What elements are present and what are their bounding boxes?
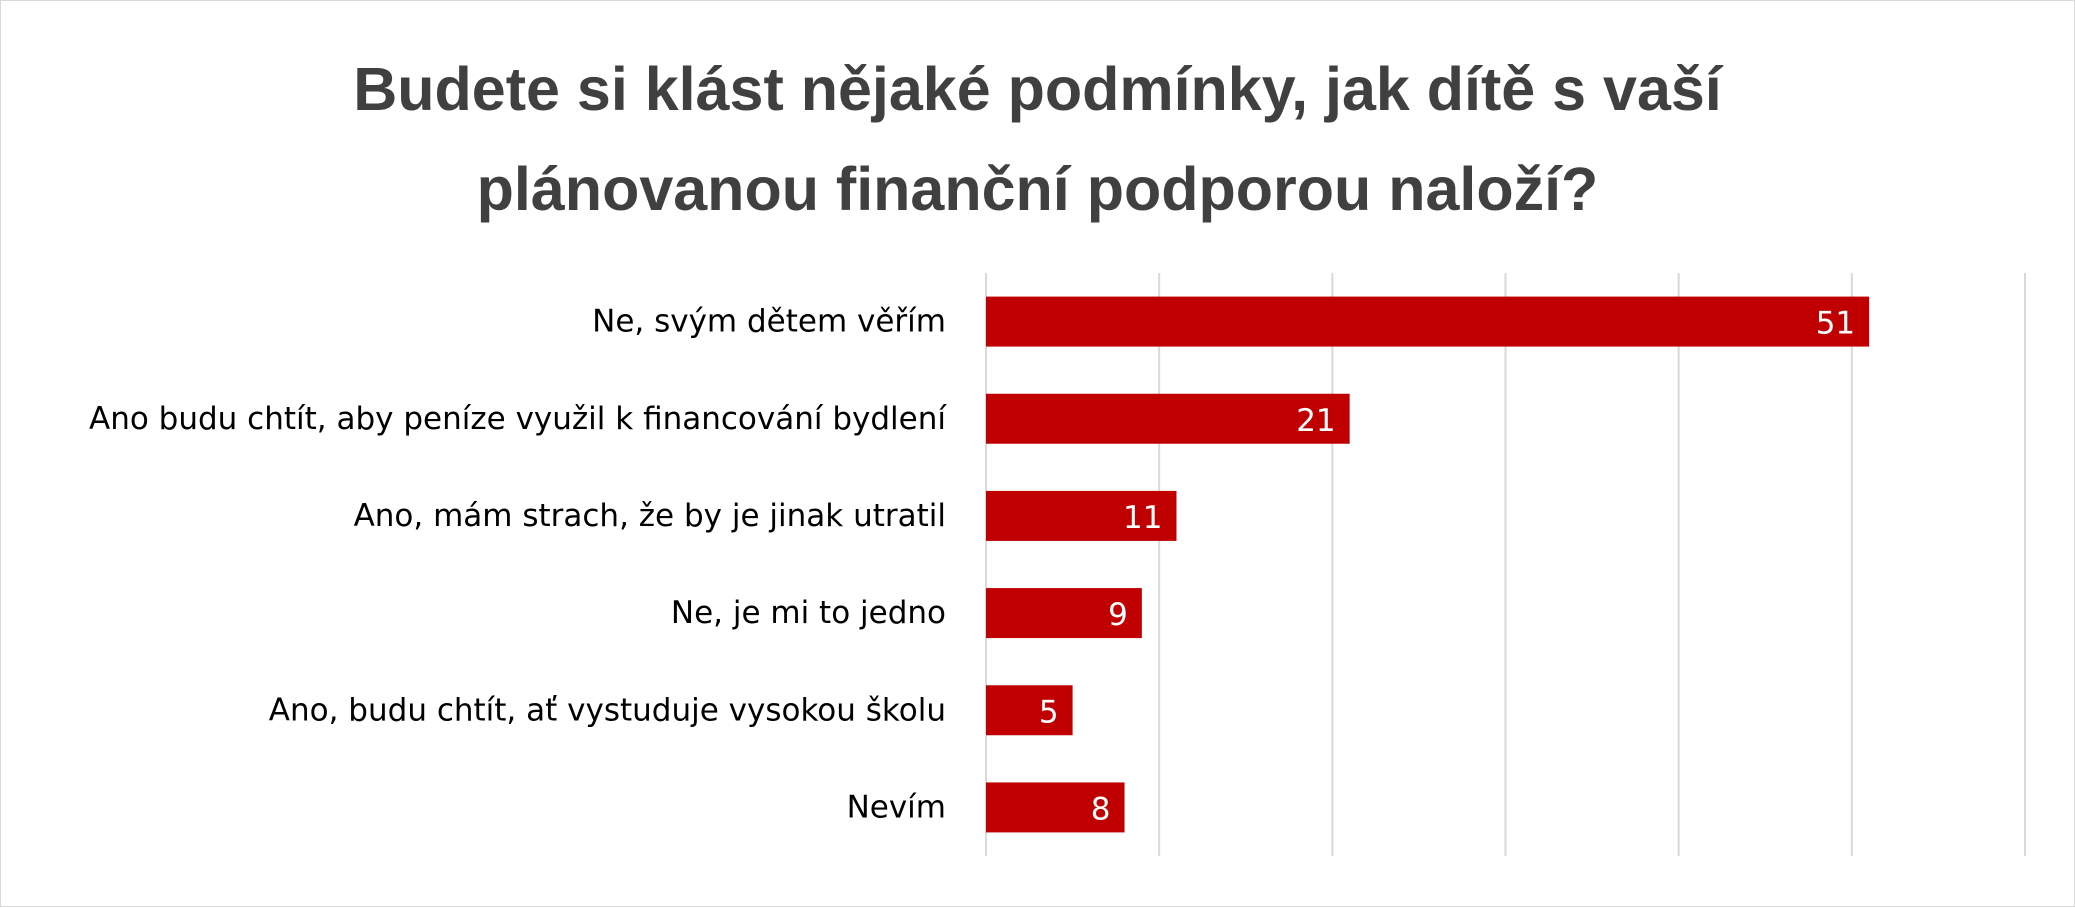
data-label: 11 [1123,500,1162,536]
data-labels: 51 21 11 9 5 8 [1039,306,1855,828]
data-label: 5 [1039,694,1059,730]
category-label: Ano budu chtít, aby peníze využil k fina… [89,401,947,437]
chart-title: Budete si klást nějaké podmínky, jak dít… [1,39,2074,239]
data-label: 9 [1108,597,1128,633]
bar [986,685,1073,736]
chart-title-line-1: Budete si klást nějaké podmínky, jak dít… [353,55,1722,123]
category-label: Ano, mám strach, že by je jinak utratil [354,498,946,534]
bar [986,588,1142,639]
data-label: 21 [1296,403,1335,439]
bars [986,296,1870,833]
bar [986,490,1177,541]
chart-title-line-2: plánovanou finanční podporou naloží? [476,155,1599,223]
bar [986,393,1350,444]
category-label: Ne, svým dětem věřím [592,304,946,340]
data-label: 51 [1816,306,1855,342]
data-label: 8 [1091,791,1111,827]
category-label: Ne, je mi to jedno [671,595,946,631]
category-labels: Ne, svým dětem věřím Ano budu chtít, aby … [89,304,947,826]
gridlines [985,273,2026,856]
category-label: Ano, budu chtít, ať vystuduje vysokou šk… [269,692,946,728]
category-label: Nevím [847,789,946,825]
bar [986,296,1870,347]
bar [986,782,1125,833]
